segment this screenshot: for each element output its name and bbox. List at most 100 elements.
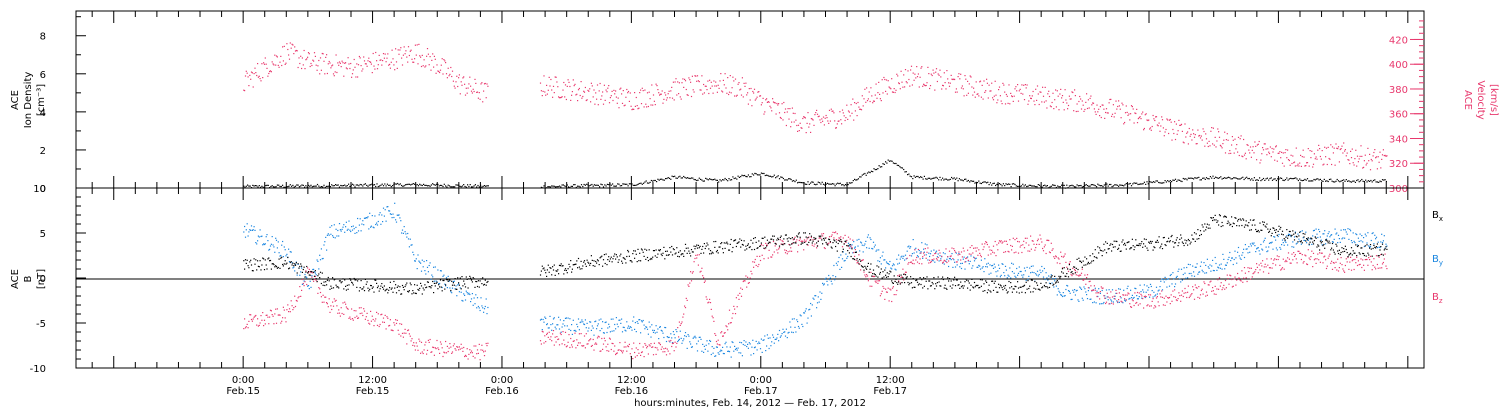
density-point <box>1116 184 1118 186</box>
velocity-point <box>1127 114 1129 116</box>
velocity-point <box>1109 98 1111 101</box>
velocity-point <box>1341 145 1343 147</box>
bz-point <box>388 325 390 327</box>
bz-point <box>269 309 272 311</box>
velocity-point <box>557 86 559 88</box>
by-point <box>1084 288 1086 290</box>
bz-point <box>640 351 643 354</box>
bz-point <box>1160 296 1162 298</box>
bz-point <box>1014 239 1016 241</box>
velocity-point <box>298 57 300 59</box>
density-point <box>1381 179 1384 181</box>
velocity-point <box>421 54 423 56</box>
by-point <box>888 263 890 266</box>
density-point <box>1244 177 1246 179</box>
density-point <box>936 177 938 179</box>
by-point <box>276 247 278 249</box>
density-point <box>630 183 632 185</box>
bz-point <box>773 251 775 253</box>
velocity-point <box>982 98 984 100</box>
by-point <box>998 264 1000 266</box>
by-point <box>994 266 996 268</box>
density-point <box>1359 180 1362 182</box>
by-point <box>891 265 894 267</box>
bz-point <box>828 242 830 244</box>
bx-point <box>445 279 448 281</box>
by-point <box>1275 239 1277 241</box>
by-point <box>418 260 420 262</box>
velocity-point <box>587 89 589 91</box>
by-point <box>654 332 656 334</box>
by-point <box>1228 256 1230 258</box>
velocity-point <box>883 76 885 79</box>
bz-point <box>703 277 705 279</box>
velocity-point <box>291 43 293 45</box>
density-point <box>1243 178 1245 181</box>
by-point <box>294 263 297 265</box>
bz-point <box>1053 256 1055 258</box>
bx-point <box>270 268 272 270</box>
bz-point <box>288 308 291 310</box>
bz-point <box>302 282 304 285</box>
bz-point <box>1300 252 1302 254</box>
bz-point <box>1090 285 1092 287</box>
by-point <box>266 234 268 236</box>
density-point <box>725 179 727 181</box>
density-point <box>267 184 269 186</box>
by-point <box>459 287 461 289</box>
by-point <box>946 258 948 260</box>
density-point <box>1050 185 1052 187</box>
by-point <box>1318 228 1320 231</box>
density-point <box>656 181 658 183</box>
bx-point <box>409 282 411 284</box>
density-point <box>373 184 376 186</box>
bz-point <box>1266 258 1268 260</box>
velocity-point <box>1245 158 1247 160</box>
bz-point <box>592 338 594 341</box>
by-point <box>856 239 858 241</box>
bz-point <box>644 343 646 345</box>
by-point <box>954 266 957 268</box>
velocity-point <box>258 75 260 77</box>
density-point <box>1341 179 1343 182</box>
by-point <box>777 333 779 335</box>
by-point <box>630 326 632 329</box>
bz-point <box>655 353 657 355</box>
by-point <box>1048 275 1050 277</box>
velocity-point <box>1120 117 1122 119</box>
by-point <box>729 346 731 348</box>
by-point <box>1220 263 1222 265</box>
bz-point <box>955 261 957 263</box>
bz-point <box>1322 262 1324 264</box>
velocity-point <box>393 64 395 66</box>
by-point <box>442 275 444 277</box>
by-point <box>700 338 702 340</box>
by-point <box>277 241 279 243</box>
density-point <box>1134 182 1136 184</box>
density-point <box>615 185 617 187</box>
bz-point <box>373 325 375 327</box>
density-point <box>1215 176 1217 178</box>
velocity-point <box>1273 148 1275 150</box>
by-point <box>675 329 677 331</box>
velocity-point <box>1080 98 1082 100</box>
by-point <box>289 251 291 253</box>
bx-point <box>355 279 357 281</box>
bx-point <box>459 277 461 279</box>
density-point <box>1365 179 1367 181</box>
by-point <box>314 272 316 274</box>
bz-point <box>1261 265 1263 267</box>
bz-point <box>891 287 894 289</box>
bx-point <box>321 272 323 274</box>
bz-point <box>1193 298 1196 300</box>
by-point <box>1030 272 1032 274</box>
density-point <box>869 172 871 174</box>
velocity-point <box>1108 102 1110 104</box>
density-point <box>690 177 693 179</box>
velocity-point <box>830 108 832 110</box>
velocity-point <box>263 62 265 64</box>
by-point <box>1340 229 1342 231</box>
bz-point <box>1164 304 1166 306</box>
velocity-point <box>309 65 311 68</box>
by-point <box>429 262 431 264</box>
